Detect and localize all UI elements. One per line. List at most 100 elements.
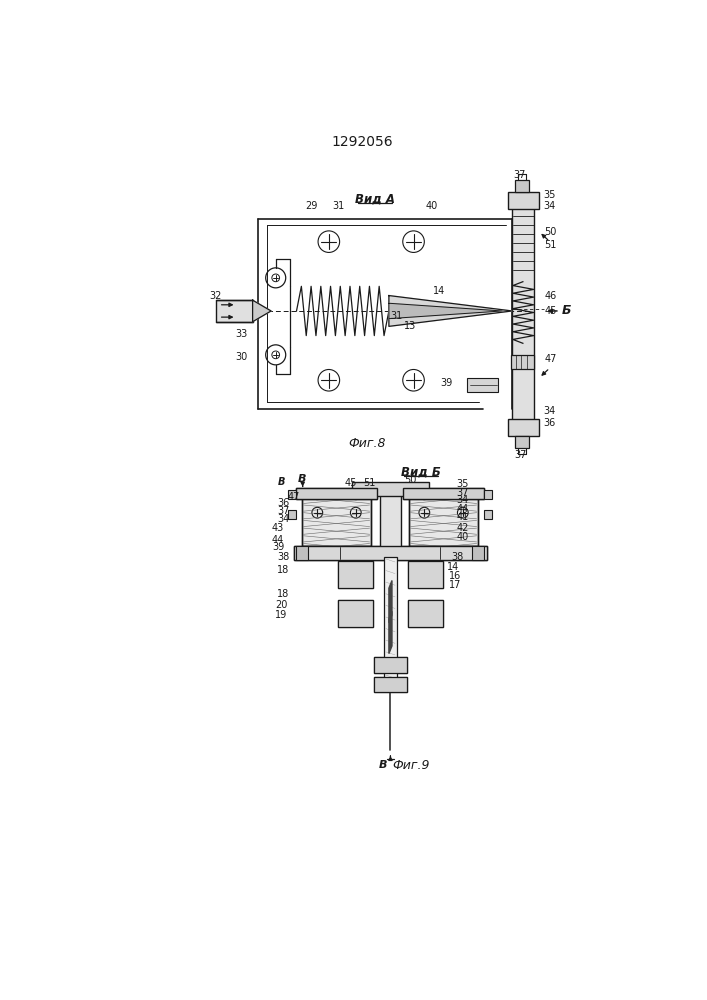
Text: 34: 34 xyxy=(543,406,555,416)
Text: 1292056: 1292056 xyxy=(331,135,393,149)
Text: 38: 38 xyxy=(277,552,289,562)
Text: 45: 45 xyxy=(344,478,356,488)
Bar xyxy=(338,561,373,588)
Bar xyxy=(409,496,478,546)
Bar xyxy=(216,300,252,322)
Bar xyxy=(296,488,378,499)
Text: 36: 36 xyxy=(277,498,289,508)
Bar xyxy=(352,482,429,496)
Bar xyxy=(508,192,539,209)
Text: 14: 14 xyxy=(447,562,459,572)
Bar xyxy=(484,490,492,499)
Text: 37: 37 xyxy=(277,506,290,516)
Polygon shape xyxy=(389,611,392,654)
Bar xyxy=(467,378,498,392)
Bar xyxy=(408,600,443,627)
Bar xyxy=(408,561,443,588)
Text: 40: 40 xyxy=(425,201,438,211)
Text: 36: 36 xyxy=(543,418,555,428)
Bar xyxy=(302,496,371,546)
Text: В: В xyxy=(298,474,306,484)
Bar xyxy=(385,557,397,688)
Text: 29: 29 xyxy=(305,201,318,211)
Text: 19: 19 xyxy=(275,610,287,620)
Bar xyxy=(484,510,492,519)
Bar xyxy=(515,180,529,192)
Text: 32: 32 xyxy=(209,291,222,301)
Text: 50: 50 xyxy=(544,227,557,237)
Bar xyxy=(408,600,443,627)
Bar xyxy=(338,600,373,627)
Polygon shape xyxy=(389,303,502,319)
Text: 37: 37 xyxy=(515,450,527,460)
Bar xyxy=(288,490,296,499)
Text: 51: 51 xyxy=(544,240,557,250)
Bar xyxy=(294,546,486,560)
Polygon shape xyxy=(252,300,271,322)
Bar xyxy=(515,436,529,448)
Text: 44: 44 xyxy=(457,504,469,514)
Bar xyxy=(373,677,407,692)
Bar xyxy=(512,206,534,422)
Text: В: В xyxy=(278,477,285,487)
Text: 20: 20 xyxy=(275,600,287,610)
Bar xyxy=(338,561,373,588)
Text: 35: 35 xyxy=(457,479,469,489)
Text: 39: 39 xyxy=(440,378,452,388)
Text: 16: 16 xyxy=(449,571,461,581)
Text: 47: 47 xyxy=(288,492,300,502)
Bar xyxy=(296,546,308,560)
Text: Вид Б: Вид Б xyxy=(402,465,441,478)
Bar xyxy=(373,657,407,673)
Text: 38: 38 xyxy=(451,552,464,562)
Text: 41: 41 xyxy=(457,512,469,522)
Text: 44: 44 xyxy=(272,535,284,545)
Text: Б: Б xyxy=(561,304,571,317)
Text: 37: 37 xyxy=(457,488,469,498)
Text: 43: 43 xyxy=(272,523,284,533)
Text: 31: 31 xyxy=(390,311,403,321)
Bar xyxy=(510,355,534,369)
Text: 17: 17 xyxy=(449,580,462,590)
Text: 14: 14 xyxy=(433,286,445,296)
Bar xyxy=(408,561,443,588)
Text: 35: 35 xyxy=(543,190,555,200)
Bar xyxy=(288,510,296,519)
Polygon shape xyxy=(389,580,392,623)
Text: 46: 46 xyxy=(544,291,556,301)
Text: 45: 45 xyxy=(544,306,557,316)
Text: 34: 34 xyxy=(457,495,469,505)
Text: Фиг.9: Фиг.9 xyxy=(392,759,429,772)
Text: 33: 33 xyxy=(235,329,247,339)
Bar xyxy=(380,488,402,554)
Text: 39: 39 xyxy=(272,542,284,552)
Text: 40: 40 xyxy=(457,532,469,542)
Text: 18: 18 xyxy=(277,565,289,575)
Text: Фиг.8: Фиг.8 xyxy=(349,437,386,450)
Bar xyxy=(373,657,407,673)
Text: 51: 51 xyxy=(363,478,376,488)
Text: 34: 34 xyxy=(543,201,555,211)
Bar xyxy=(373,677,407,692)
Text: 47: 47 xyxy=(544,354,557,364)
Text: В: В xyxy=(379,760,387,770)
Text: 37: 37 xyxy=(513,170,525,180)
Text: 42: 42 xyxy=(457,523,469,533)
Bar xyxy=(302,496,371,546)
Text: 50: 50 xyxy=(404,475,416,485)
Bar xyxy=(403,488,484,499)
Text: 34: 34 xyxy=(277,514,289,524)
Bar xyxy=(403,488,484,499)
Bar xyxy=(294,546,486,560)
Text: 31: 31 xyxy=(333,201,345,211)
Bar xyxy=(508,419,539,436)
Polygon shape xyxy=(389,296,512,326)
Bar xyxy=(409,496,478,546)
Text: 13: 13 xyxy=(404,321,416,331)
Bar xyxy=(472,546,484,560)
Bar xyxy=(338,600,373,627)
Bar xyxy=(296,488,378,499)
Text: Вид А: Вид А xyxy=(355,193,395,206)
Text: 18: 18 xyxy=(277,589,289,599)
Text: 30: 30 xyxy=(235,352,247,362)
